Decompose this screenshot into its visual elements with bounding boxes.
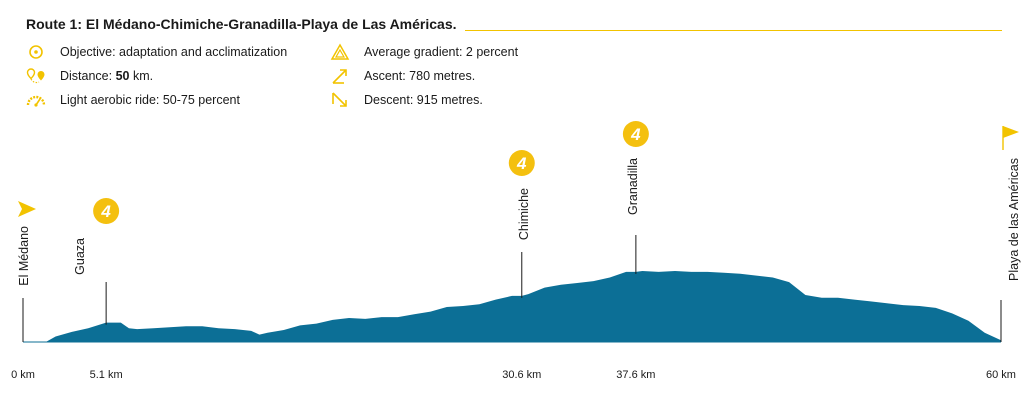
map-pin-icon [26, 68, 45, 84]
km-label-playa-de-las-americas: 60 km [986, 369, 1016, 381]
waypoint-label-playa-de-las-americas: Playa de las Américas [1007, 158, 1021, 281]
intensity-text: Light aerobic ride: 50-75 percent [60, 93, 240, 107]
badge-circle-granadilla [622, 121, 649, 147]
chart-title-row: Route 1: El Médano-Chimiche-Granadilla-P… [26, 16, 1002, 40]
km-label-guaza: 5.1 km [90, 369, 123, 381]
distance-prefix: Distance: [60, 69, 116, 83]
badge-number-guaza: 4 [100, 202, 111, 221]
objective-text: Objective: adaptation and acclimatizatio… [60, 45, 288, 59]
ascent-text: Ascent: 780 metres. [364, 69, 476, 83]
waypoint-label-chimiche: Chimiche [517, 188, 531, 240]
waypoint-markers: El Médano 0 km Guaza 5.1 km 4 Chimiche 30.6 km… [11, 121, 1021, 381]
distance-value: 50 [115, 69, 130, 83]
km-label-el-medano: 0 km [11, 369, 35, 381]
km-label-chimiche: 30.6 km [502, 369, 541, 381]
distance-text: Distance: 50 km. [60, 69, 153, 83]
start-arrow-icon [18, 201, 36, 217]
elevation-area [23, 271, 1001, 342]
gradient-triangle-icon [330, 43, 350, 60]
finish-flag-icon [1003, 126, 1019, 138]
badge-number-granadilla: 4 [630, 125, 641, 144]
badge-circle-chimiche [508, 150, 535, 176]
descent-icon [332, 92, 347, 107]
descent-text: Descent: 915 metres. [364, 93, 483, 107]
ascent-icon [332, 69, 347, 84]
badge-number-chimiche: 4 [516, 154, 527, 173]
target-icon [29, 45, 43, 59]
waypoint-label-el-medano: El Médano [17, 226, 31, 286]
speedometer-icon [26, 95, 46, 107]
badge-circle-guaza [93, 198, 120, 224]
gradient-text: Average gradient: 2 percent [364, 45, 519, 59]
distance-suffix: km. [129, 69, 154, 83]
chart-title: Route 1: El Médano-Chimiche-Granadilla-P… [26, 16, 465, 32]
waypoint-label-guaza: Guaza [73, 238, 87, 275]
km-label-granadilla: 37.6 km [616, 369, 655, 381]
title-divider-line [26, 30, 1002, 31]
waypoint-label-granadilla: Granadilla [626, 158, 640, 215]
